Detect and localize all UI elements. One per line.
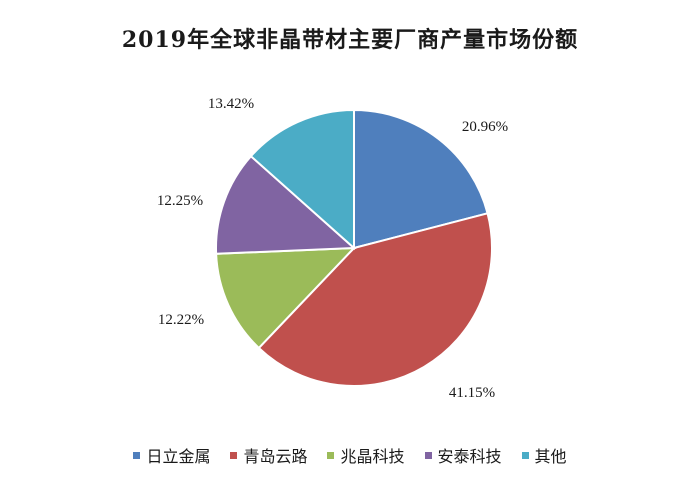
legend-item-1: 青岛云路 — [230, 443, 307, 467]
chart-title: 2019年全球非晶带材主要厂商产量市场份额 — [121, 27, 579, 53]
legend-item-3: 安泰科技 — [424, 443, 502, 467]
legend-swatch-2 — [327, 451, 335, 459]
legend-swatch-3 — [424, 451, 432, 459]
data-label-1: 41.15% — [449, 385, 495, 401]
legend-swatch-1 — [230, 451, 238, 459]
pie-slice-3 — [215, 154, 357, 255]
legend-item-0: 日立金属 — [133, 443, 210, 467]
pie-slice-2 — [215, 246, 357, 350]
legend-label-1: 青岛云路 — [243, 447, 308, 466]
chart-legend: 日立金属 青岛云路 兆晶科技 安泰科技 其他 — [0, 443, 700, 467]
data-label-2: 12.22% — [158, 312, 204, 328]
pie-slice-1 — [257, 212, 493, 387]
legend-label-3: 安泰科技 — [437, 447, 502, 466]
data-label-4: 13.42% — [208, 96, 254, 112]
legend-label-0: 日立金属 — [146, 447, 211, 466]
legend-swatch-4 — [521, 451, 529, 459]
pie-slice-0 — [353, 108, 489, 250]
data-label-3: 12.25% — [157, 193, 203, 209]
legend-label-4: 其他 — [534, 447, 567, 466]
legend-swatch-0 — [133, 451, 141, 459]
legend-item-2: 兆晶科技 — [327, 443, 405, 467]
legend-label-2: 兆晶科技 — [340, 447, 405, 466]
legend-item-4: 其他 — [521, 443, 567, 467]
pie-slice-4 — [249, 108, 355, 251]
data-label-0: 20.96% — [462, 119, 508, 135]
